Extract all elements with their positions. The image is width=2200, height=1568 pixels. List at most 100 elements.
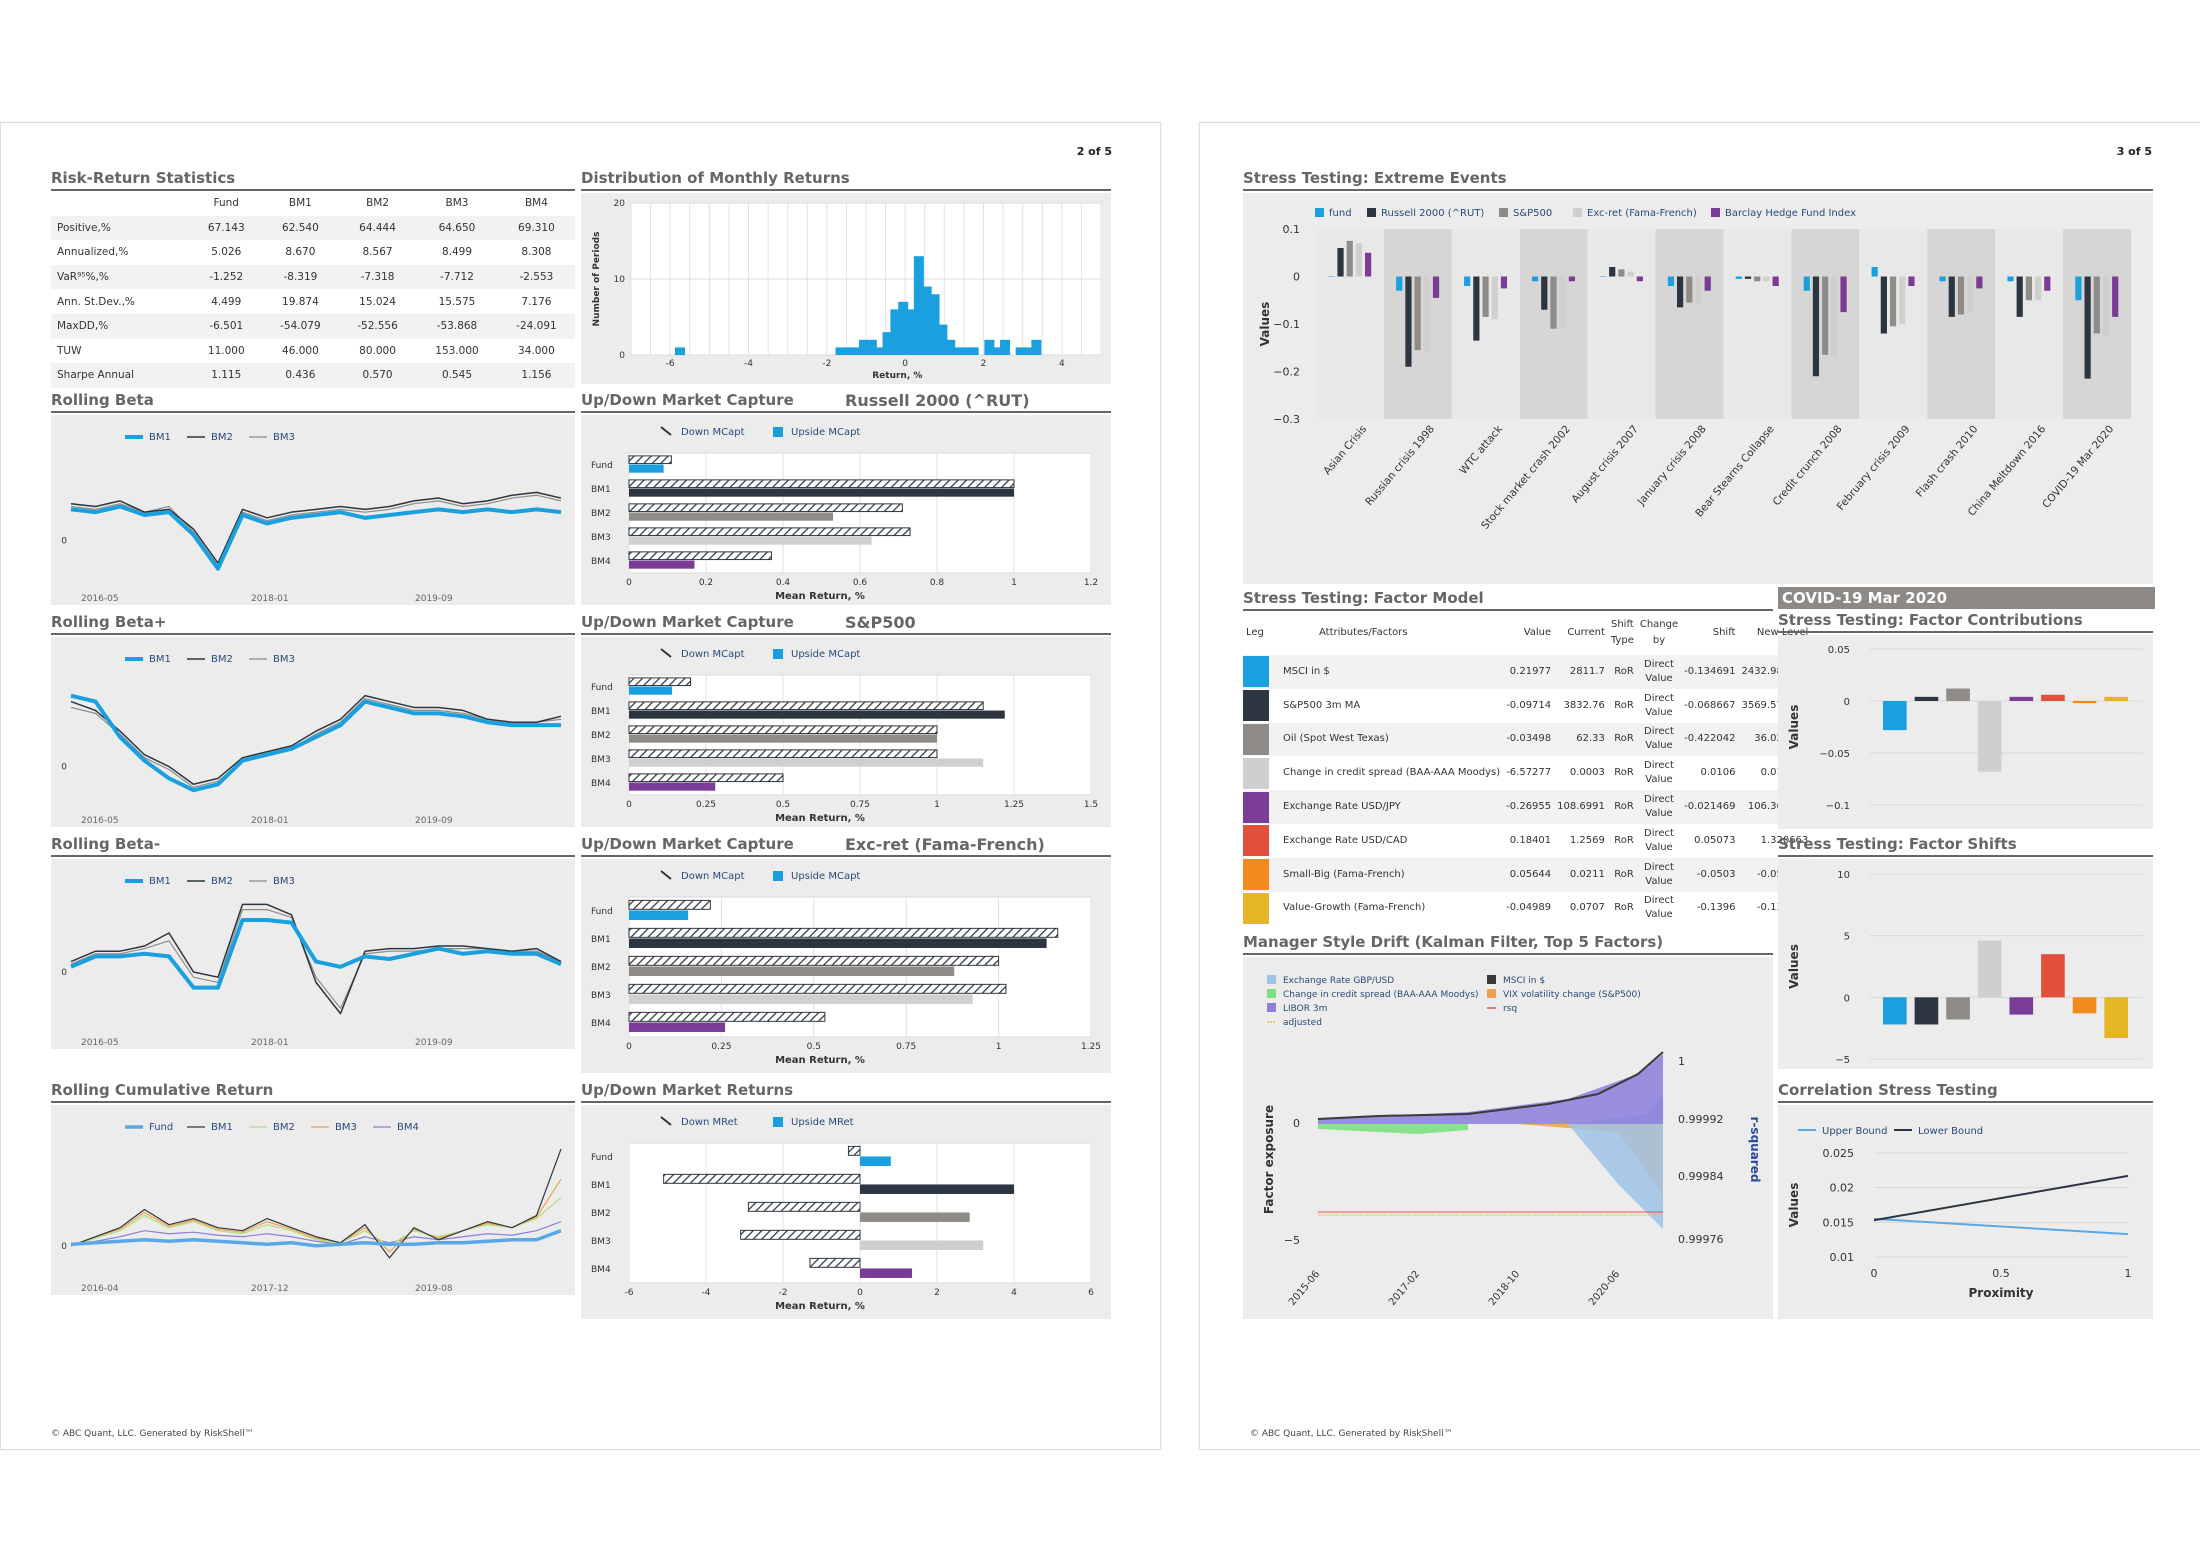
series-line bbox=[70, 694, 562, 786]
column-header: Fund bbox=[213, 197, 239, 210]
event-bar bbox=[1365, 252, 1372, 277]
capture-rut-section: Up/Down Market Capture Russell 2000 (^RUT… bbox=[581, 391, 1111, 605]
table-header-row: Leg Attributes/Factors Value Current Shift T… bbox=[1243, 611, 1811, 655]
table-row: Positive,% 67.143 62.540 64.444 64.650 69.310 bbox=[51, 215, 575, 241]
y-tick-label: 0.02 bbox=[1830, 1182, 1855, 1195]
event-bar bbox=[2044, 276, 2051, 291]
table-cell: -7.318 bbox=[338, 264, 417, 290]
cumulative-return-section: Rolling Cumulative Return Fund BM1 BM2 BM3 B… bbox=[51, 1081, 575, 1295]
factor-name: Value-Growth (Fama-French) bbox=[1283, 902, 1426, 914]
series-line bbox=[70, 908, 562, 1009]
table-row: MaxDD,% -6.501 -54.079 -52.556 -53.868 -24.09… bbox=[51, 313, 575, 339]
event-bar bbox=[1704, 276, 1711, 291]
legend-swatch bbox=[773, 1117, 783, 1127]
legend-label: fund bbox=[1329, 208, 1352, 219]
series-line bbox=[70, 1178, 562, 1253]
factor-model-table: Leg Attributes/Factors Value Current Shift T… bbox=[1243, 611, 1812, 925]
correlation-chart: 0.025 0.02 0.015 0.01 0 0.5 1 Proximity Values Up… bbox=[1787, 1126, 2132, 1300]
factor-bar bbox=[2072, 997, 2097, 1014]
down-bar bbox=[747, 1201, 861, 1212]
x-tick-label: 4 bbox=[1059, 359, 1065, 369]
table-cell: -0.09714 bbox=[1506, 699, 1552, 711]
rolling-beta-plus-chart: BM1 BM2 BM3 0 2016-05 2018-01 2019-09 bbox=[61, 654, 562, 826]
event-bar bbox=[1396, 276, 1403, 291]
section-title: Stress Testing: Extreme Events bbox=[1243, 169, 2153, 191]
table-row: Annualized,% 5.026 8.670 8.567 8.499 8.308 bbox=[51, 240, 575, 265]
table-cell: 8.499 bbox=[441, 246, 472, 259]
factor-bar bbox=[2104, 696, 2128, 701]
up-bar bbox=[629, 512, 834, 521]
up-bar bbox=[629, 994, 973, 1004]
down-bar bbox=[809, 1257, 861, 1268]
table-cell: -0.068667 bbox=[1684, 699, 1736, 711]
x-tick-label: 0.5 bbox=[1992, 1267, 2010, 1280]
legend-swatch bbox=[773, 871, 783, 881]
legend-label: Down MCapt bbox=[681, 649, 745, 660]
legend-label: Upside MCapt bbox=[791, 427, 860, 438]
category-label: BM3 bbox=[591, 991, 611, 1001]
category-label: BM3 bbox=[591, 533, 611, 543]
rolling-beta-minus-section: Rolling Beta- BM1 BM2 BM3 0 2016-05 2018-01 20… bbox=[51, 835, 575, 1049]
down-bar bbox=[628, 955, 1000, 966]
legend-label: MSCI in $ bbox=[1503, 976, 1545, 986]
event-bar bbox=[2016, 276, 2023, 317]
table-cell: 64.650 bbox=[416, 215, 498, 241]
title-text: Up/Down Market Capture bbox=[581, 835, 794, 853]
event-bar bbox=[1822, 276, 1829, 355]
factor-bar bbox=[1914, 997, 1939, 1025]
series-line bbox=[70, 494, 562, 567]
factor-name: Exchange Rate USD/CAD bbox=[1283, 834, 1408, 846]
event-bar bbox=[1677, 276, 1684, 308]
factor-name: Oil (Spot West Texas) bbox=[1269, 722, 1504, 757]
legend-label: BM4 bbox=[397, 1122, 419, 1133]
table-cell: 153.000 bbox=[435, 344, 479, 357]
histogram-bar bbox=[898, 301, 909, 355]
legend-label: adjusted bbox=[1283, 1018, 1322, 1028]
event-bar bbox=[1948, 276, 1955, 317]
factor-name: MSCI in $ bbox=[1269, 655, 1504, 689]
column-header: BM1 bbox=[288, 197, 312, 210]
legend-swatch bbox=[1711, 208, 1720, 217]
down-bar bbox=[628, 773, 784, 783]
up-bar bbox=[629, 686, 673, 695]
x-axis-label: Mean Return, % bbox=[775, 1301, 865, 1312]
down-bar bbox=[628, 899, 711, 910]
legend-label: BM1 bbox=[149, 432, 171, 443]
legend-swatch bbox=[773, 649, 783, 659]
event-bar bbox=[1812, 276, 1820, 377]
factor-shifts-chart: 10 5 0 −5 Values bbox=[1787, 870, 2143, 1066]
legend-label: Down MCapt bbox=[681, 871, 745, 882]
histogram-bar bbox=[835, 347, 846, 355]
legend-label: BM3 bbox=[273, 654, 295, 665]
factor-bar bbox=[1977, 940, 2002, 998]
table-cell: 64.444 bbox=[338, 215, 417, 241]
table-cell: 1.2569 bbox=[1569, 834, 1605, 846]
x-tick-label: 2020-06 bbox=[1587, 1269, 1622, 1308]
event-bar bbox=[1599, 276, 1607, 277]
extreme-events-chart: fund Russell 2000 (^RUT) S&P500 Exc-ret (Fa… bbox=[1258, 208, 2131, 532]
histogram-bar bbox=[913, 256, 924, 355]
covid-banner: COVID-19 Mar 2020 bbox=[1778, 587, 2155, 609]
line-msci bbox=[1317, 1051, 1664, 1120]
table-cell: Direct Value bbox=[1636, 857, 1682, 892]
table-cell: 4.499 bbox=[211, 295, 242, 308]
section-title: Rolling Cumulative Return bbox=[51, 1081, 575, 1103]
legend-swatch bbox=[1487, 975, 1496, 984]
y-tick-label: 20 bbox=[614, 199, 626, 209]
event-bar bbox=[1908, 276, 1915, 286]
x-tick-label: 2016-05 bbox=[81, 816, 119, 826]
legend-swatch bbox=[660, 426, 672, 436]
y-tick-label: 0 bbox=[61, 763, 67, 773]
event-bar bbox=[2112, 276, 2119, 317]
legend-swatch bbox=[1267, 1003, 1276, 1012]
table-cell: 0.0106 bbox=[1700, 767, 1736, 779]
up-bar bbox=[629, 782, 716, 791]
x-tick-label: -2 bbox=[822, 359, 831, 369]
legend-label: BM3 bbox=[335, 1122, 357, 1133]
table-row: Sharpe Annual 1.115 0.436 0.570 0.545 1.156 bbox=[51, 363, 575, 388]
factor-contrib-chart: 0.05 0 −0.05 −0.1 Values bbox=[1787, 645, 2143, 812]
style-drift-chart: Exchange Rate GBP/USD MSCI in $ Change in … bbox=[1262, 975, 1762, 1308]
event-bar bbox=[1667, 276, 1675, 286]
table-row: Exchange Rate USD/CAD 0.18401 1.2569 RoR Dir… bbox=[1243, 824, 1811, 858]
distribution-chart: 0 10 20 -6 -4 -2 0 2 4 Return, % Number of Periods bbox=[592, 199, 1102, 381]
